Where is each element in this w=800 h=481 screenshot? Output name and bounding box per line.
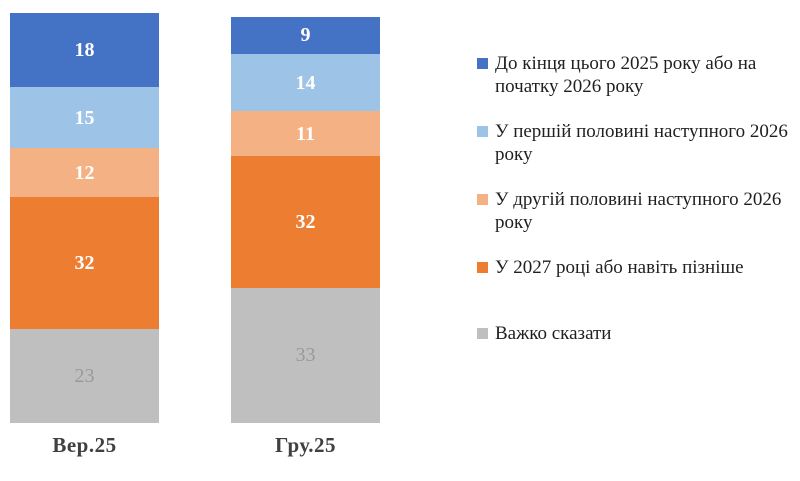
legend-item-3: У другій половині наступного 2026 року	[477, 188, 795, 234]
bar-segment: 12	[10, 148, 159, 198]
legend: До кінця цього 2025 року або на початку …	[477, 52, 795, 367]
legend-label: У першій половині наступного 2026 року	[495, 121, 788, 165]
bar-segment: 23	[10, 328, 159, 423]
data-label: 33	[295, 344, 316, 367]
data-label: 12	[74, 161, 95, 184]
legend-label: У другій половині наступного 2026 року	[495, 189, 782, 233]
legend-swatch-peach	[477, 194, 488, 205]
legend-swatch-light-blue	[477, 126, 488, 137]
bar-segment: 15	[10, 86, 159, 149]
bar-segment: 33	[231, 287, 380, 423]
category-label: Вер.25	[52, 433, 117, 457]
data-label: 14	[295, 71, 316, 94]
bar-segment: 32	[231, 156, 380, 288]
legend-item-2: У першій половині наступного 2026 року	[477, 120, 795, 166]
data-label: 11	[296, 122, 315, 145]
data-label: 9	[300, 24, 311, 47]
legend-label: До кінця цього 2025 року або на початку …	[495, 53, 757, 97]
bar-segment: 32	[10, 197, 159, 329]
plot-area: 18 15 12 32 23 Вер.25 9 14 11 32 33 Гру.25	[10, 13, 380, 457]
bar-segment: 11	[231, 111, 380, 157]
data-label: 18	[74, 38, 95, 61]
legend-label: У 2027 році або навіть пізніше	[495, 257, 744, 278]
legend-item-4: У 2027 році або навіть пізніше	[477, 256, 795, 279]
legend-item-5: Важко сказати	[477, 322, 795, 345]
legend-item-1: До кінця цього 2025 року або на початку …	[477, 52, 795, 98]
legend-swatch-blue	[477, 58, 488, 69]
data-label: 15	[74, 106, 95, 129]
legend-swatch-gray	[477, 328, 488, 339]
stacked-bar-2: 9 14 11 32 33	[231, 17, 380, 423]
legend-swatch-orange	[477, 262, 488, 273]
data-label: 23	[74, 364, 95, 387]
bar-segment: 14	[231, 53, 380, 112]
bar-segment: 9	[231, 17, 380, 54]
legend-label: Важко сказати	[495, 323, 612, 344]
category-label: Гру.25	[274, 433, 337, 457]
bar-segment: 18	[10, 13, 159, 87]
data-label: 32	[295, 210, 316, 233]
stacked-bar-1: 18 15 12 32 23	[10, 13, 159, 423]
data-label: 32	[74, 252, 95, 275]
